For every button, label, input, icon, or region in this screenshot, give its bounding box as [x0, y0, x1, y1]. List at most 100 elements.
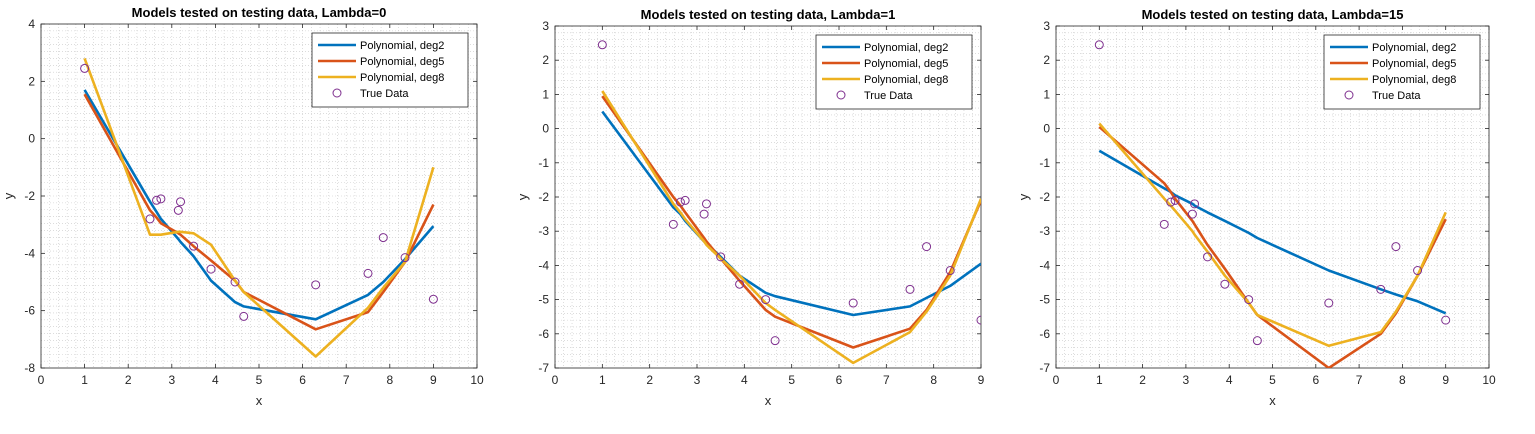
- x-tick-label: 3: [168, 373, 175, 387]
- legend-label: True Data: [864, 90, 913, 102]
- y-tick-label: -6: [538, 327, 549, 341]
- series-line-3: [1098, 122, 1447, 348]
- legend-label: Polynomial, deg8: [360, 72, 444, 84]
- x-axis-label: x: [765, 393, 772, 408]
- legend-label: Polynomial, deg5: [360, 56, 444, 68]
- legend: Polynomial, deg2 Polynomial, deg5 Polynomi…: [311, 32, 469, 108]
- data-point: [311, 280, 321, 290]
- y-tick-label: -5: [1039, 293, 1050, 307]
- data-point: [761, 295, 771, 305]
- data-point: [176, 197, 186, 207]
- x-tick-label: 6: [299, 373, 306, 387]
- data-point: [922, 242, 932, 252]
- y-axis-label: y: [1, 192, 16, 199]
- y-tick-label: -5: [538, 293, 549, 307]
- x-tick-label: 3: [694, 373, 701, 387]
- series-line-3: [601, 90, 981, 365]
- x-tick-label: 8: [930, 373, 937, 387]
- y-axis-label: y: [1016, 193, 1031, 200]
- data-point: [363, 268, 373, 278]
- data-point: [1252, 336, 1262, 346]
- x-tick-label: 5: [256, 373, 263, 387]
- legend-label: Polynomial, deg5: [1372, 58, 1456, 70]
- data-point: [668, 219, 678, 229]
- legend-label: Polynomial, deg5: [864, 58, 948, 70]
- x-tick-label: 4: [1226, 373, 1233, 387]
- legend: Polynomial, deg2 Polynomial, deg5 Polynomi…: [1323, 34, 1481, 110]
- y-tick-label: 1: [1043, 87, 1050, 101]
- x-tick-label: 5: [788, 373, 795, 387]
- data-point: [1170, 195, 1180, 205]
- x-tick-label: 8: [1399, 373, 1406, 387]
- x-tick-label: 6: [1312, 373, 1319, 387]
- data-point: [1324, 298, 1334, 308]
- x-tick-label: 4: [741, 373, 748, 387]
- data-point: [1203, 252, 1213, 262]
- data-point: [680, 195, 690, 205]
- x-tick-label: 7: [883, 373, 890, 387]
- x-tick-label: 5: [1269, 373, 1276, 387]
- chart-panel-3: 0 1 2 3 4 5 6 7 8 9 10 -7 -6 -5 -4 -3 -2 -1 0 1 2 3 Models tes…: [1016, 7, 1496, 408]
- minor-grid: [555, 26, 981, 368]
- x-tick-label: 10: [470, 373, 484, 387]
- legend-label: True Data: [360, 88, 409, 100]
- data-point: [770, 336, 780, 346]
- y-tick-label: 2: [542, 53, 549, 67]
- y-tick-label: -4: [538, 258, 549, 272]
- chart-title: Models tested on testing data, Lambda=15: [1142, 7, 1404, 22]
- x-tick-label: 0: [552, 373, 559, 387]
- y-tick-label: 0: [28, 132, 35, 146]
- data-point: [230, 277, 240, 287]
- y-tick-label: 3: [542, 19, 549, 33]
- x-tick-label: 9: [430, 373, 437, 387]
- y-tick-label: 1: [542, 87, 549, 101]
- x-tick-label: 2: [125, 373, 132, 387]
- legend-swatch: [332, 88, 342, 98]
- legend-label: Polynomial, deg2: [864, 42, 948, 54]
- y-tick-label: -3: [538, 224, 549, 238]
- data-point: [1187, 209, 1197, 219]
- y-tick-label: -2: [538, 190, 549, 204]
- x-tick-label: 4: [212, 373, 219, 387]
- x-tick-label: 2: [646, 373, 653, 387]
- data-point: [189, 241, 199, 251]
- data-point: [848, 298, 858, 308]
- x-tick-label: 9: [978, 373, 985, 387]
- y-tick-label: -7: [538, 361, 549, 375]
- data-point: [239, 311, 249, 321]
- series-line-2: [601, 95, 981, 349]
- x-axis-label: x: [1269, 393, 1276, 408]
- data-point: [675, 197, 685, 207]
- data-point: [735, 279, 745, 289]
- data-point: [1166, 197, 1176, 207]
- data-point: [378, 233, 388, 243]
- data-point: [701, 199, 711, 209]
- y-tick-label: 0: [542, 122, 549, 136]
- x-tick-label: 1: [1096, 373, 1103, 387]
- data-point: [597, 40, 607, 50]
- data-point: [206, 264, 216, 274]
- chart-panel-2: 0 1 2 3 4 5 6 7 8 9 -7 -6 -5 -4 -3 -2 -1 0 1 2 3 Models teste…: [515, 7, 985, 408]
- data-point: [145, 214, 155, 224]
- x-tick-label: 7: [1356, 373, 1363, 387]
- y-tick-label: -3: [1039, 224, 1050, 238]
- y-tick-label: 2: [1043, 53, 1050, 67]
- y-tick-label: -4: [24, 246, 35, 260]
- x-tick-label: 6: [836, 373, 843, 387]
- x-tick-label: 9: [1442, 373, 1449, 387]
- legend-label: Polynomial, deg8: [864, 74, 948, 86]
- y-tick-label: -1: [1039, 156, 1050, 170]
- legend-swatch: [836, 90, 846, 100]
- legend-swatch: [1344, 90, 1354, 100]
- x-axis-label: x: [256, 393, 263, 408]
- y-tick-label: -2: [1039, 190, 1050, 204]
- y-tick-label: -2: [24, 189, 35, 203]
- data-point: [152, 195, 162, 205]
- x-tick-label: 2: [1139, 373, 1146, 387]
- data-point: [1441, 315, 1451, 325]
- series-line-3: [83, 57, 435, 358]
- data-point: [945, 266, 955, 276]
- data-point: [976, 315, 981, 325]
- x-tick-label: 1: [81, 373, 88, 387]
